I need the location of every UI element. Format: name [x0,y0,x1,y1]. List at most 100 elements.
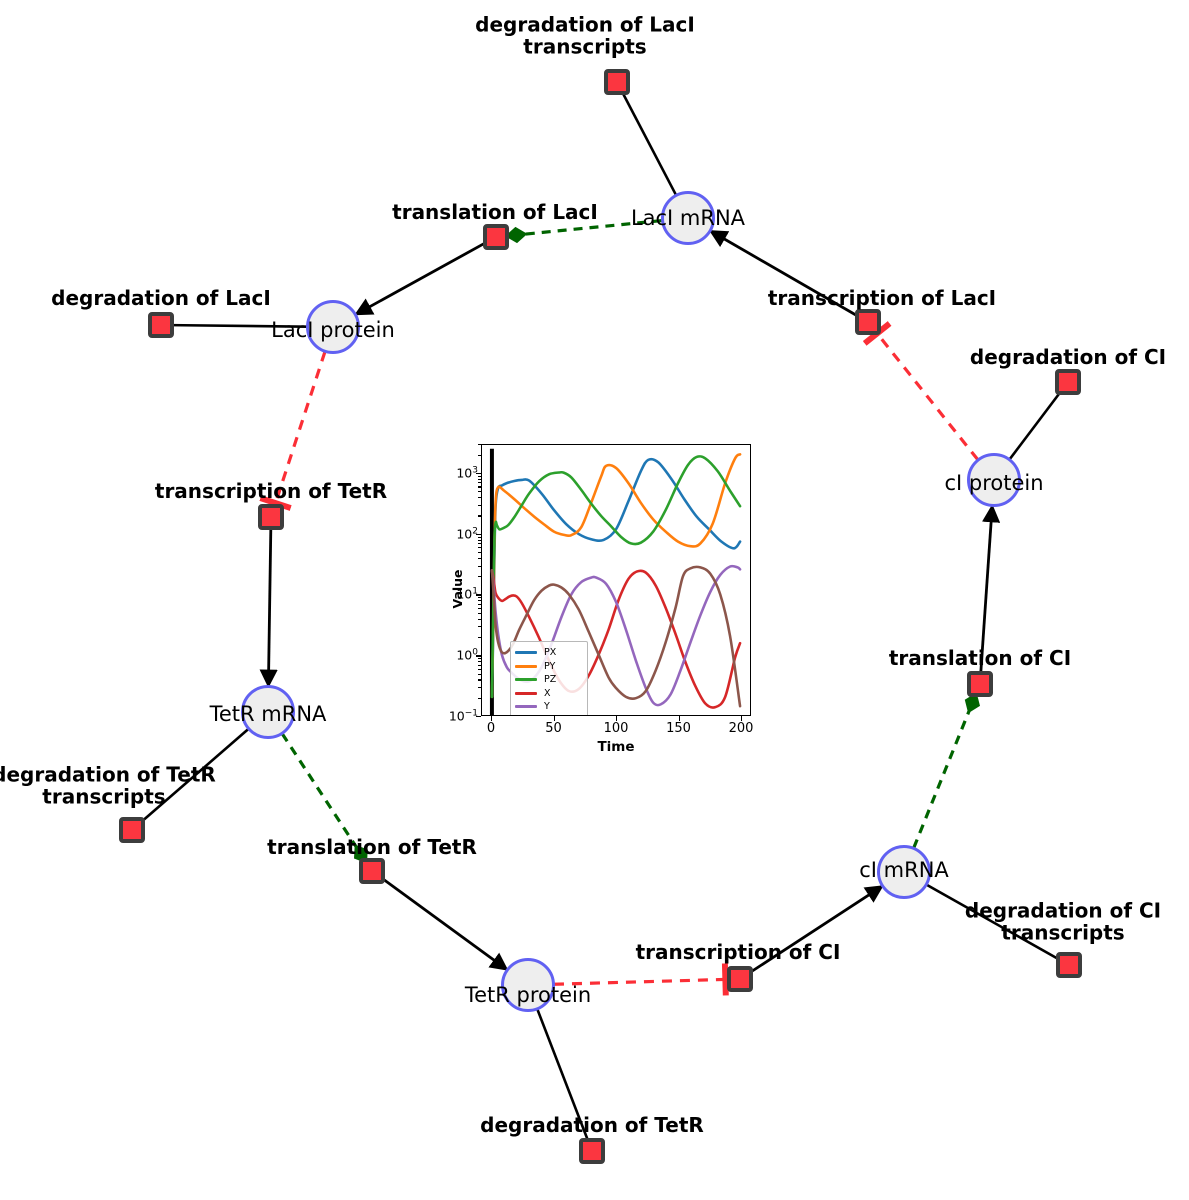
edge-green-dashed-catalysis [505,218,663,244]
legend-swatch-PZ [515,678,537,682]
legend-swatch-Y [515,705,537,709]
reaction-label-transcr_ci: transcription of CI [635,939,841,964]
series-line-Y [490,564,742,707]
edge-green-dashed-catalysis [912,692,980,849]
y-minor-tick [478,552,481,554]
y-minor-tick [478,576,481,578]
x-tick-label-3: 150 [666,721,691,736]
edge-black-arrow [748,885,884,975]
legend-swatch-PY [515,664,537,668]
edge-black-arrow [380,876,509,971]
y-minor-tick [478,600,481,602]
plot-x-axis-label: Time [597,739,635,755]
timecourse-plot-inset: Value 10−1 100 101 102 103 0 50 100 150 200 PX PY… [449,429,776,765]
reaction-node-transl_laci[interactable] [483,224,509,250]
edge-black-arrow [708,229,860,318]
edge-black-arrow [259,527,278,688]
x-tick-mark-1 [553,716,555,721]
species-node-tetr_prot[interactable] [501,958,555,1012]
reaction-label-deg_ci: degradation of CI [969,344,1167,369]
y-tick-mark-1 [476,655,481,657]
legend-swatch-X [515,691,537,695]
y-tick-mark-4 [476,472,481,475]
y-tick-label-2: 101 [456,586,478,603]
y-minor-tick [478,697,481,699]
y-minor-tick [478,491,481,493]
reaction-label-transl_tetr: translation of TetR [267,834,477,859]
y-tick-mark-2 [476,594,481,596]
edge-plain-black [536,1008,590,1142]
y-minor-tick [478,626,481,628]
legend-item-PZ: PZ [515,673,582,687]
legend-label-X: X [544,687,551,699]
legend-item-X: X [515,687,582,701]
edge-red-dashed-inhibition [862,321,980,461]
edge-black-arrow [354,241,488,316]
reaction-label-deg_ci_tx: degradation of CI transcripts [964,898,1162,945]
x-tick-mark-3 [678,716,680,721]
x-tick-mark-2 [616,716,618,721]
reaction-node-transcr_laci[interactable] [855,309,881,335]
y-minor-tick [478,486,481,488]
species-node-laci_mrna[interactable] [661,191,715,245]
edge-plain-black [139,728,250,824]
x-tick-label-4: 200 [728,721,754,736]
y-minor-tick [478,515,481,517]
reaction-node-deg_ci[interactable] [1055,369,1081,395]
reaction-label-deg_laci_tx: degradation of LacI transcripts [475,12,695,59]
plot-legend: PX PY PZ XY Z [510,641,588,717]
edge-red-dashed-inhibition [259,351,327,511]
reaction-label-deg_tetr_tx: degradation of TetR transcripts [0,762,216,809]
y-minor-tick [478,454,481,456]
y-minor-tick [478,673,481,675]
reaction-node-transl_ci[interactable] [967,671,993,697]
y-minor-tick [478,664,481,666]
edge-plain-black [620,91,678,196]
reaction-node-deg_ci_tx[interactable] [1056,952,1082,978]
y-minor-tick [478,539,481,541]
y-minor-tick [478,679,481,681]
legend-item-PY: PY [515,660,582,674]
edge-plain-black [171,323,308,328]
reaction-label-transl_ci: translation of CI [888,645,1072,670]
reaction-node-transl_tetr[interactable] [359,858,385,884]
species-node-tetr_mrna[interactable] [241,685,295,739]
y-tick-label-0: 10−1 [448,708,478,724]
species-node-laci_prot[interactable] [306,300,360,354]
y-tick-label-1: 100 [456,647,478,663]
x-tick-label-1: 50 [545,721,562,736]
x-tick-mark-0 [491,716,493,721]
y-minor-tick [478,603,481,605]
x-tick-label-0: 0 [486,721,496,736]
y-tick-mark-3 [476,533,481,536]
reaction-node-deg_laci_tx[interactable] [604,69,630,95]
y-minor-tick [478,547,481,549]
legend-item-Z: Z [515,714,582,717]
y-minor-tick [478,504,481,506]
legend-label-Z: Z [544,716,551,717]
reaction-label-transl_laci: translation of LacI [392,199,598,224]
y-tick-mark-0 [476,716,481,718]
legend-label-Y: Y [544,701,550,712]
legend-swatch-PX [515,651,537,655]
reaction-node-transcr_ci[interactable] [727,966,753,992]
series-line-PZ [490,455,742,699]
species-node-ci_prot[interactable] [967,453,1021,507]
y-tick-label-4: 103 [456,465,478,481]
reaction-node-deg_laci[interactable] [148,312,174,338]
y-minor-tick [478,668,481,670]
reaction-node-deg_tetr_tx[interactable] [119,817,145,843]
legend-label-PY: PY [544,660,556,672]
y-minor-tick [478,475,481,477]
y-minor-tick [478,478,481,480]
edge-plain-black [926,883,1061,961]
x-tick-label-2: 100 [603,721,629,736]
species-node-ci_mrna[interactable] [877,845,931,899]
edge-red-dashed-inhibition [553,963,730,996]
reaction-node-deg_tetr[interactable] [579,1138,605,1164]
y-minor-tick [478,482,481,484]
y-minor-tick [478,557,481,559]
reaction-node-transcr_tetr[interactable] [258,504,284,530]
legend-label-PX: PX [544,647,557,658]
